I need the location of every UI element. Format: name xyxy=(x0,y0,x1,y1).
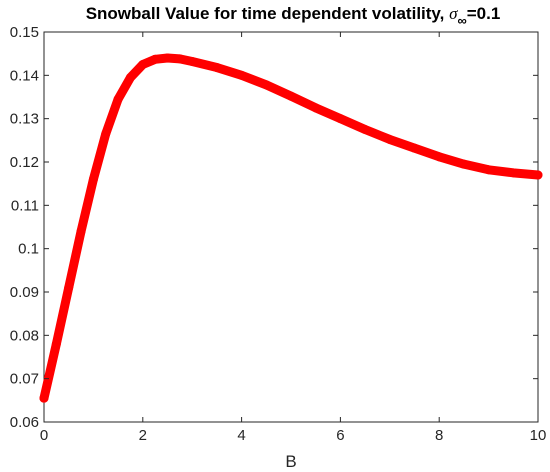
data-point xyxy=(125,73,135,82)
y-tick-label: 0.11 xyxy=(11,197,39,214)
data-point xyxy=(76,226,86,236)
chart-title-subscript: ∞ xyxy=(457,13,466,28)
data-point xyxy=(533,170,543,180)
data-point xyxy=(175,54,185,64)
data-point xyxy=(187,56,197,66)
x-tick-label: 8 xyxy=(435,427,443,444)
axes-box xyxy=(43,31,539,423)
y-tick-label: 0.09 xyxy=(10,284,39,301)
data-point xyxy=(410,143,419,153)
chart-title: Snowball Value for time dependent volati… xyxy=(86,4,501,28)
data-point xyxy=(237,70,247,80)
data-point xyxy=(311,103,321,113)
x-tick-label: 4 xyxy=(237,427,245,444)
chart-title-main: Snowball Value for time dependent volati… xyxy=(86,4,449,23)
data-point xyxy=(101,129,111,139)
data-point xyxy=(508,168,518,178)
x-axis-label: B xyxy=(285,452,296,471)
data-point xyxy=(484,165,494,175)
data-point xyxy=(150,54,160,64)
chart-title-sigma: σ xyxy=(449,4,458,23)
data-point xyxy=(212,63,222,73)
data-point xyxy=(163,53,172,63)
data-point xyxy=(385,134,395,144)
data-point xyxy=(459,159,469,169)
data-point xyxy=(261,80,271,90)
y-tick-label: 0.15 xyxy=(10,24,39,41)
x-tick-label: 6 xyxy=(336,427,344,444)
data-point xyxy=(138,60,148,69)
x-tick-label: 0 xyxy=(40,427,48,444)
data-point xyxy=(39,393,49,403)
x-tick-label: 2 xyxy=(139,427,147,444)
plot-area xyxy=(39,31,543,423)
y-tick-label: 0.06 xyxy=(10,414,39,431)
data-point xyxy=(51,339,61,349)
x-tick-label: 10 xyxy=(530,427,547,444)
y-tick-label: 0.08 xyxy=(10,327,39,344)
data-point xyxy=(360,125,370,134)
chart-title-suffix: =0.1 xyxy=(467,4,501,23)
data-point xyxy=(286,91,296,101)
series-line xyxy=(39,53,543,403)
y-tick-label: 0.13 xyxy=(10,111,39,128)
data-point xyxy=(335,114,345,124)
data-point xyxy=(434,152,444,162)
data-point xyxy=(88,174,98,184)
y-tick-label: 0.1 xyxy=(18,241,39,258)
axis-ticks: 0 2 4 6 8 10 0.06 0.07 0.08 0.09 0.1 0.11 0.12 0.13 0.… xyxy=(10,24,547,444)
data-point xyxy=(113,94,123,104)
y-tick-label: 0.07 xyxy=(10,371,39,388)
data-point xyxy=(64,283,74,293)
y-tick-label: 0.12 xyxy=(10,154,39,171)
y-tick-label: 0.14 xyxy=(10,67,39,84)
